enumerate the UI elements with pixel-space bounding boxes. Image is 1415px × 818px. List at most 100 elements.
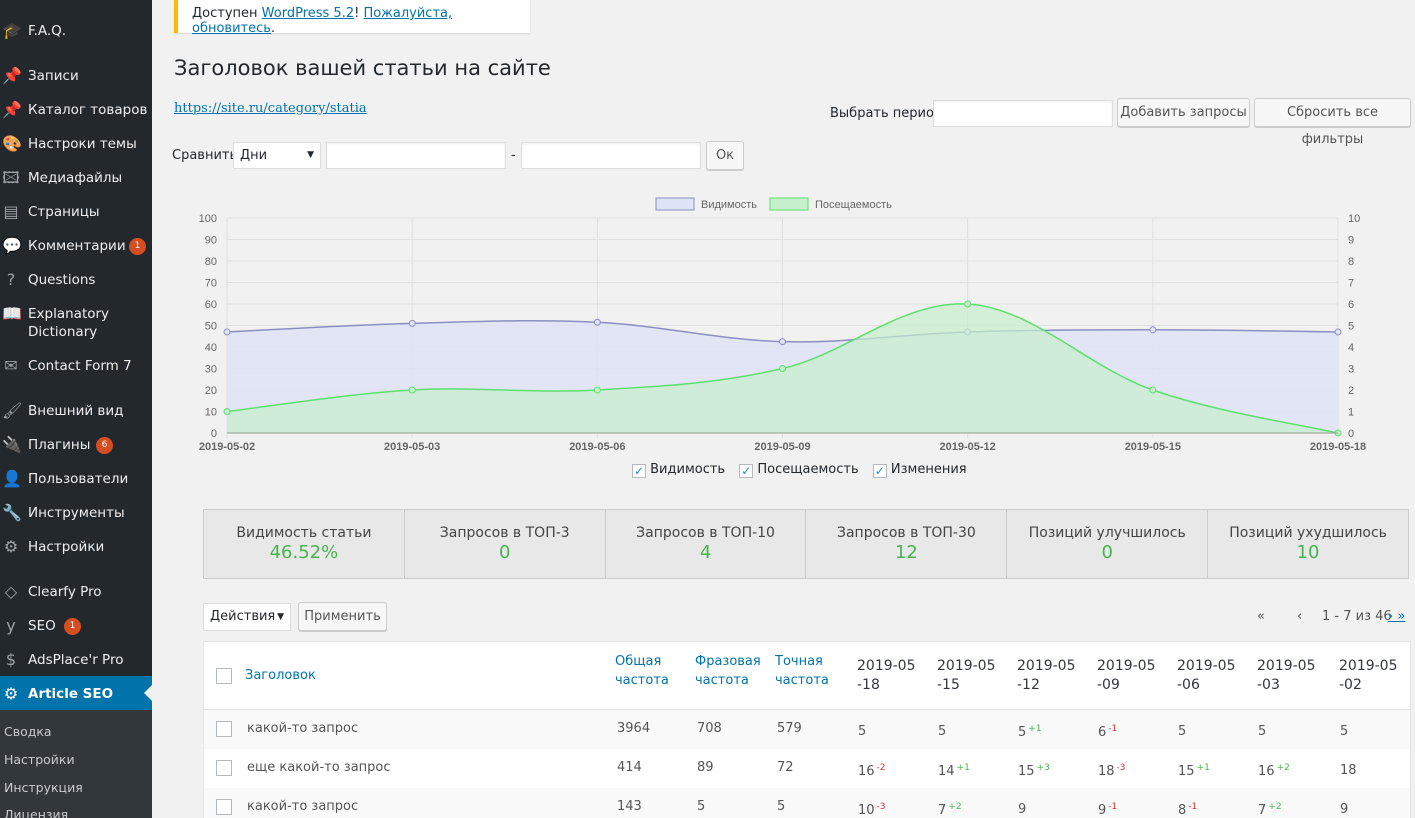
prev-page-link[interactable]: ‹	[1297, 609, 1303, 624]
ok-button[interactable]: Ок	[706, 141, 744, 170]
column-freq-phrase[interactable]: Фразовая частота	[695, 654, 761, 688]
column-freq-total[interactable]: Общая частота	[615, 654, 669, 688]
position-delta: -2	[876, 763, 886, 773]
stats-panel: Видимость статьи 46.52% Запросов в ТОП-3 0…	[203, 509, 1409, 579]
gear-icon: ⚙	[3, 684, 19, 703]
cell-title[interactable]: какой-то запрос	[247, 721, 359, 736]
toggle-changes-label: Изменения	[890, 462, 967, 477]
toggle-visibility[interactable]: ✓ Видимость	[632, 462, 726, 478]
period-input[interactable]	[933, 100, 1113, 127]
cell-total: 414	[617, 760, 642, 775]
position-value: 8	[1178, 803, 1187, 818]
position-delta: -3	[876, 802, 886, 812]
cell-position: 10 -3	[858, 802, 886, 818]
column-date[interactable]: 2019-05-15	[937, 658, 996, 693]
row-checkbox[interactable]	[216, 760, 232, 776]
compare-date-from[interactable]	[326, 142, 506, 169]
sidebar-item-label: SEO	[28, 618, 56, 634]
queries-table: Заголовок Общая частота Фразовая частота…	[203, 641, 1411, 818]
column-date[interactable]: 2019-05-03	[1257, 658, 1316, 693]
cell-position: 5	[938, 724, 946, 739]
cell-phrase: 708	[697, 721, 722, 736]
comment-icon: 💬	[2, 236, 22, 255]
table-row: еще какой-то запрос 414 89 72 16 -2 14 +1 15 +3 18…	[204, 749, 1410, 788]
column-date[interactable]: 2019-05-18	[857, 658, 916, 693]
pin-icon: 📌	[2, 66, 22, 85]
sidebar-item-label: Настроки темы	[28, 136, 137, 152]
update-link[interactable]: Пожалуйста, обновитесь	[192, 6, 453, 36]
column-date[interactable]: 2019-05-06	[1177, 658, 1236, 693]
data-point	[1334, 328, 1342, 336]
reset-filters-button[interactable]: Сбросить все фильтры	[1254, 98, 1411, 147]
column-date[interactable]: 2019-05-12	[1017, 658, 1076, 693]
toggle-traffic-label: Посещаемость	[757, 462, 859, 477]
y-right-tick-label: 7	[1348, 278, 1354, 290]
cell-title[interactable]: какой-то запрос	[247, 799, 359, 814]
column-freq-exact[interactable]: Точная частота	[775, 654, 829, 688]
data-point	[1149, 326, 1157, 334]
notification-badge: 1	[64, 618, 81, 635]
y-right-tick-label: 10	[1348, 213, 1360, 225]
toggle-visibility-label: Видимость	[650, 462, 726, 477]
y-right-tick-label: 1	[1348, 407, 1354, 419]
submenu-item-license[interactable]: Лицензия	[4, 807, 69, 818]
legend-swatch	[769, 197, 809, 211]
y-right-tick-label: 3	[1348, 364, 1354, 376]
toggle-traffic[interactable]: ✓ Посещаемость	[739, 462, 859, 478]
position-value: 18	[1340, 763, 1357, 778]
position-value: 7	[1258, 803, 1267, 818]
position-value: 9	[1340, 802, 1349, 817]
y-left-tick-label: 50	[205, 321, 217, 333]
row-checkbox[interactable]	[216, 799, 232, 815]
apply-button[interactable]: Применить	[298, 602, 387, 631]
cell-position: 15 +3	[1018, 763, 1050, 779]
stat-title: Запросов в ТОП-3	[439, 525, 570, 541]
bulk-actions-select[interactable]: Действия ▼	[203, 603, 291, 631]
compare-select[interactable]: Дни ▼	[233, 142, 321, 169]
compare-date-to[interactable]	[521, 142, 701, 169]
position-value: 15	[1018, 764, 1035, 779]
chart-toggles: ✓ Видимость ✓ Посещаемость ✓ Изменения	[632, 462, 967, 478]
sidebar-item-label: Пользователи	[28, 471, 129, 487]
row-checkbox[interactable]	[216, 721, 232, 737]
stat-value: 0	[499, 542, 511, 563]
column-date[interactable]: 2019-05-09	[1097, 658, 1156, 693]
question-icon: ?	[6, 270, 16, 289]
stat-title: Видимость статьи	[236, 525, 372, 541]
column-title[interactable]: Заголовок	[245, 668, 316, 683]
cell-title[interactable]: еще какой-то запрос	[247, 760, 391, 775]
y-right-tick-label: 9	[1348, 235, 1354, 247]
submenu-item-overview[interactable]: Сводка	[4, 724, 52, 739]
checkbox-checked-icon[interactable]: ✓	[632, 464, 646, 478]
wordpress-version-link[interactable]: WordPress 5.2	[261, 6, 355, 21]
article-url-link[interactable]: https://site.ru/category/statia	[174, 101, 367, 116]
select-all-checkbox[interactable]	[216, 668, 232, 684]
toggle-changes[interactable]: ✓ Изменения	[872, 462, 967, 478]
notification-badge: 1	[129, 238, 146, 255]
sidebar-item-label: Внешний вид	[28, 403, 124, 419]
checkbox-checked-icon[interactable]: ✓	[872, 464, 887, 478]
position-delta: +1	[1196, 763, 1210, 773]
cell-position: 7 +2	[1258, 802, 1282, 818]
stat-title: Позиций ухудшилось	[1229, 525, 1387, 541]
book-icon: 📖	[2, 304, 22, 323]
x-tick-label: 2019-05-09	[754, 441, 810, 453]
x-tick-label: 2019-05-06	[569, 441, 625, 453]
sidebar-item-label: F.A.Q.	[28, 23, 67, 39]
cell-position: 14 +1	[938, 763, 970, 779]
next-page-link[interactable]: › »	[1388, 609, 1406, 624]
submenu-item-settings[interactable]: Настройки	[4, 752, 75, 767]
sidebar-item-label: Article SEO	[28, 686, 114, 702]
add-queries-button[interactable]: Добавить запросы	[1117, 98, 1250, 127]
notice-prefix: Доступен	[192, 6, 262, 21]
stat-value: 4	[699, 542, 712, 563]
position-value: 15	[1178, 764, 1195, 779]
submenu-item-instructions[interactable]: Инструкция	[4, 780, 83, 795]
table-row: какой-то запрос 3964 708 579 5 5 5 +1 6 -1 5 5 5	[204, 710, 1410, 749]
position-value: 5	[1178, 724, 1187, 739]
column-date[interactable]: 2019-05-02	[1339, 658, 1398, 693]
cell-exact: 72	[777, 760, 794, 775]
stat-title: Запросов в ТОП-10	[636, 525, 775, 541]
first-page-link[interactable]: «	[1257, 609, 1265, 624]
checkbox-checked-icon[interactable]: ✓	[739, 464, 754, 478]
